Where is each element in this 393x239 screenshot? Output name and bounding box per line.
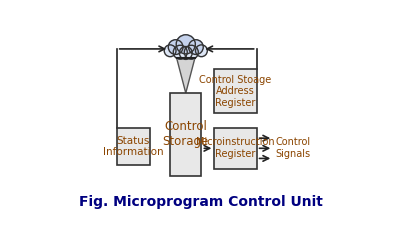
- Text: Control Stoage
Address
Register: Control Stoage Address Register: [199, 75, 272, 108]
- Text: Control
Storage: Control Storage: [163, 120, 209, 148]
- Circle shape: [173, 45, 187, 59]
- Circle shape: [184, 45, 198, 59]
- Text: Signals: Signals: [275, 149, 310, 159]
- Circle shape: [176, 35, 195, 54]
- Circle shape: [196, 45, 207, 57]
- Text: Control: Control: [275, 137, 310, 147]
- Bar: [214, 128, 257, 168]
- Text: Status
Information: Status Information: [103, 136, 163, 157]
- Circle shape: [168, 40, 183, 54]
- Circle shape: [168, 40, 183, 54]
- Bar: [117, 128, 150, 165]
- Circle shape: [189, 40, 203, 54]
- Bar: [170, 93, 202, 176]
- Text: Microinstruction
Register: Microinstruction Register: [196, 137, 275, 159]
- Circle shape: [176, 35, 195, 54]
- Circle shape: [164, 45, 176, 57]
- Bar: [214, 69, 257, 113]
- Circle shape: [179, 47, 192, 60]
- Circle shape: [189, 40, 203, 54]
- Polygon shape: [176, 58, 195, 93]
- Text: Fig. Microprogram Control Unit: Fig. Microprogram Control Unit: [79, 195, 323, 209]
